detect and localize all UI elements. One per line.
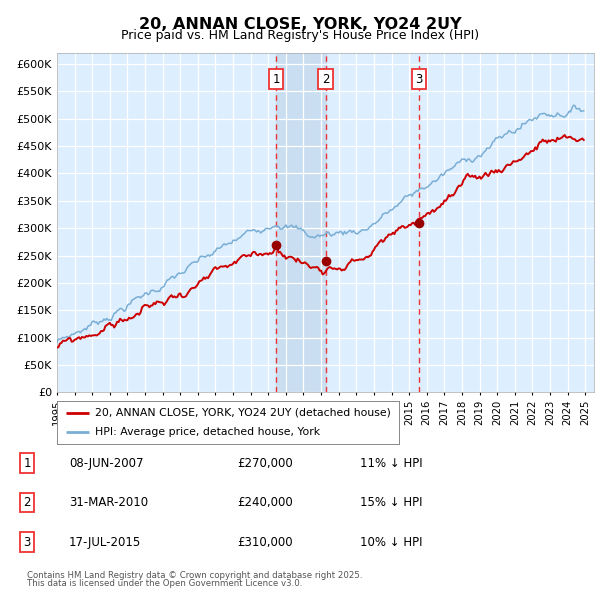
Text: 3: 3 <box>415 73 422 86</box>
Text: 2: 2 <box>322 73 329 86</box>
Text: 15% ↓ HPI: 15% ↓ HPI <box>360 496 422 509</box>
Text: 17-JUL-2015: 17-JUL-2015 <box>69 536 141 549</box>
Text: £270,000: £270,000 <box>237 457 293 470</box>
Bar <box>276 53 326 392</box>
Text: 1: 1 <box>23 457 31 470</box>
Text: 2: 2 <box>23 496 31 509</box>
Text: £310,000: £310,000 <box>237 536 293 549</box>
Text: HPI: Average price, detached house, York: HPI: Average price, detached house, York <box>95 427 320 437</box>
Text: £240,000: £240,000 <box>237 496 293 509</box>
Text: Contains HM Land Registry data © Crown copyright and database right 2025.: Contains HM Land Registry data © Crown c… <box>27 571 362 579</box>
Text: 08-JUN-2007: 08-JUN-2007 <box>69 457 143 470</box>
Text: 20, ANNAN CLOSE, YORK, YO24 2UY: 20, ANNAN CLOSE, YORK, YO24 2UY <box>139 17 461 31</box>
Text: Price paid vs. HM Land Registry's House Price Index (HPI): Price paid vs. HM Land Registry's House … <box>121 30 479 42</box>
Text: 31-MAR-2010: 31-MAR-2010 <box>69 496 148 509</box>
Text: 20, ANNAN CLOSE, YORK, YO24 2UY (detached house): 20, ANNAN CLOSE, YORK, YO24 2UY (detache… <box>95 408 391 418</box>
Text: 11% ↓ HPI: 11% ↓ HPI <box>360 457 422 470</box>
Text: 10% ↓ HPI: 10% ↓ HPI <box>360 536 422 549</box>
Text: 3: 3 <box>23 536 31 549</box>
Text: This data is licensed under the Open Government Licence v3.0.: This data is licensed under the Open Gov… <box>27 579 302 588</box>
Text: 1: 1 <box>272 73 280 86</box>
